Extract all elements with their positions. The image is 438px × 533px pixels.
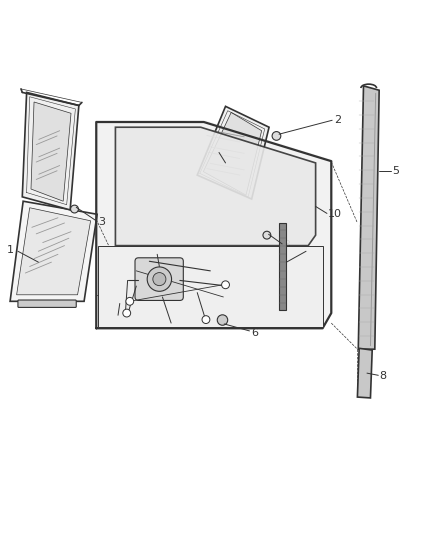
Circle shape bbox=[123, 309, 131, 317]
Polygon shape bbox=[95, 120, 332, 327]
Circle shape bbox=[71, 205, 78, 213]
Text: 9: 9 bbox=[108, 312, 116, 322]
Circle shape bbox=[126, 297, 134, 305]
Circle shape bbox=[222, 281, 230, 289]
Polygon shape bbox=[197, 107, 269, 199]
Text: 5: 5 bbox=[392, 166, 399, 176]
Text: 2: 2 bbox=[334, 115, 342, 125]
Circle shape bbox=[263, 231, 271, 239]
FancyBboxPatch shape bbox=[18, 300, 76, 308]
Polygon shape bbox=[10, 201, 97, 301]
Circle shape bbox=[217, 315, 228, 325]
Text: 1: 1 bbox=[7, 245, 14, 255]
Text: 8: 8 bbox=[380, 371, 387, 381]
Polygon shape bbox=[203, 112, 261, 195]
Text: 10: 10 bbox=[328, 209, 342, 219]
Text: 3: 3 bbox=[98, 217, 105, 227]
Polygon shape bbox=[22, 92, 79, 210]
Circle shape bbox=[272, 132, 281, 140]
Text: 6: 6 bbox=[251, 328, 258, 337]
Circle shape bbox=[202, 316, 210, 324]
Circle shape bbox=[147, 267, 172, 292]
Polygon shape bbox=[98, 246, 323, 327]
Text: 11: 11 bbox=[141, 247, 155, 257]
Polygon shape bbox=[358, 86, 379, 349]
Text: 7: 7 bbox=[307, 247, 314, 257]
Text: 3: 3 bbox=[283, 240, 290, 250]
Polygon shape bbox=[17, 208, 91, 295]
Circle shape bbox=[153, 272, 166, 286]
Polygon shape bbox=[279, 223, 286, 310]
Polygon shape bbox=[31, 102, 71, 201]
Polygon shape bbox=[357, 349, 372, 398]
Polygon shape bbox=[116, 127, 316, 246]
FancyBboxPatch shape bbox=[135, 258, 184, 301]
Text: 4: 4 bbox=[214, 160, 221, 169]
